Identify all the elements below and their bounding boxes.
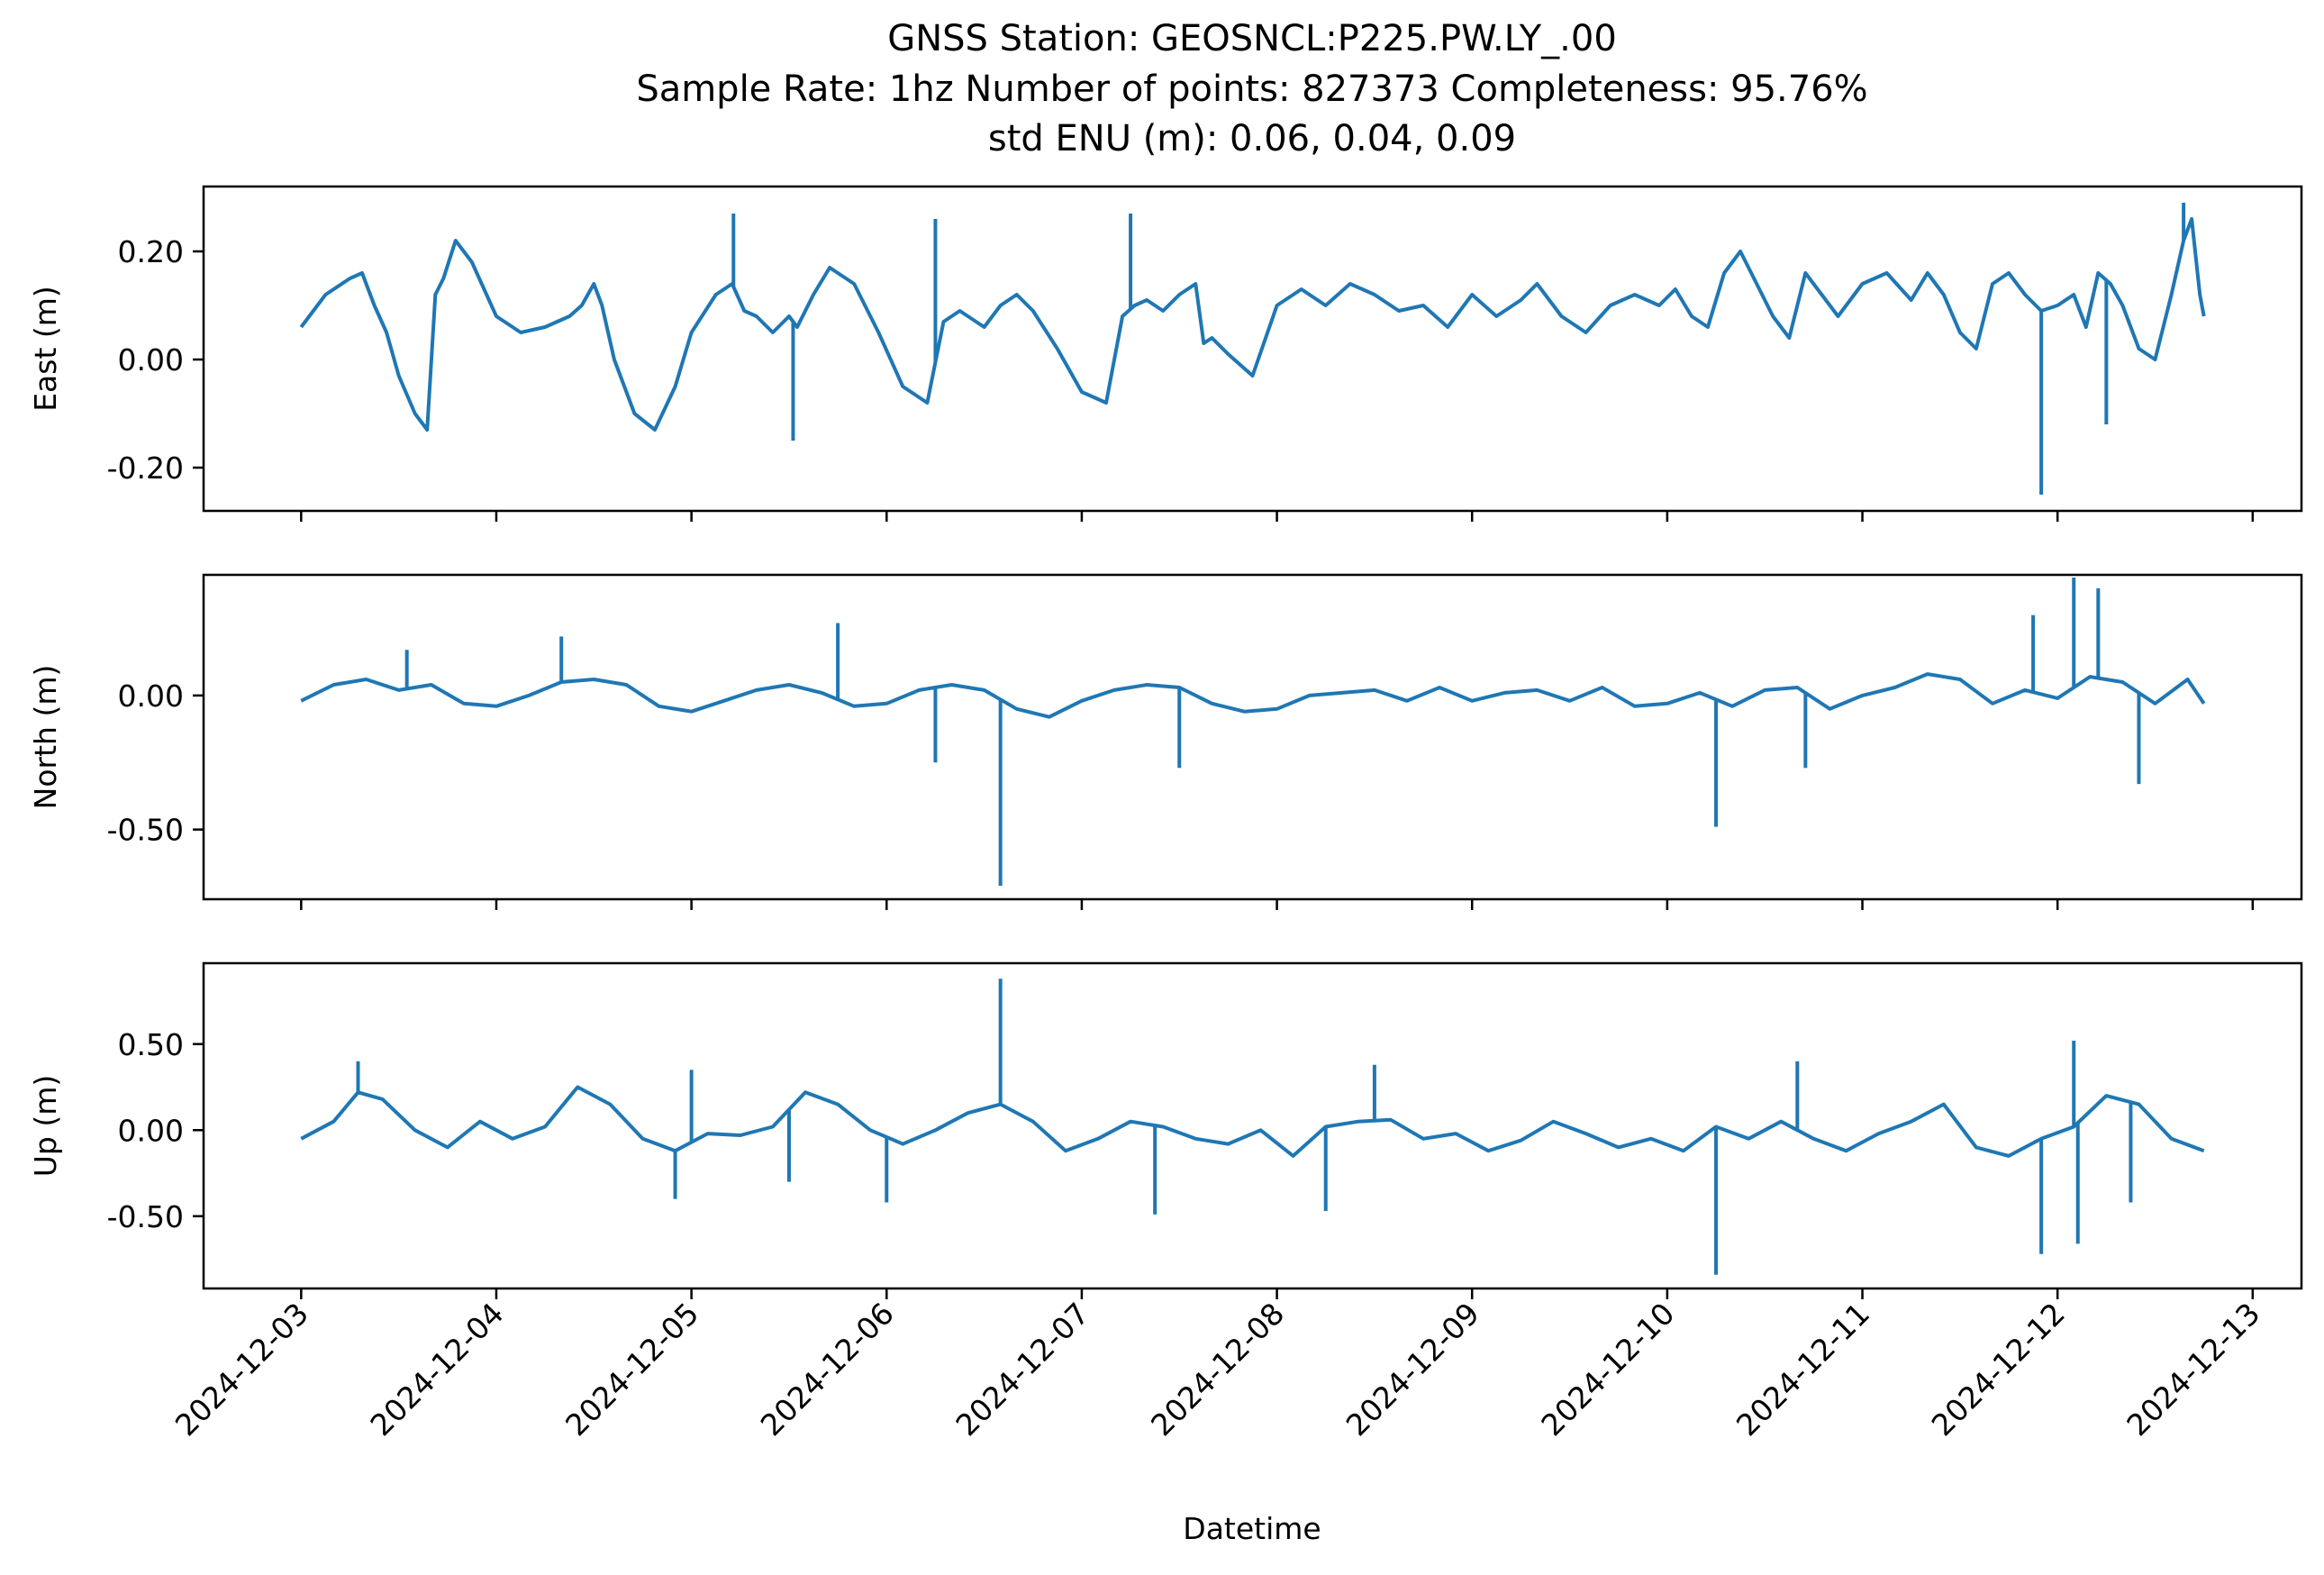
north-series-line bbox=[300, 672, 2206, 719]
east-ytick-label-2: 0.20 bbox=[118, 234, 184, 269]
up-ytick-label-0: -0.50 bbox=[107, 1199, 184, 1234]
north-ylabel: North (m) bbox=[28, 665, 63, 810]
up-axes-frame bbox=[202, 961, 2303, 1290]
up-ylabel: Up (m) bbox=[28, 1075, 63, 1178]
east-panel: -0.20 0.00 0.20 East (m) bbox=[28, 185, 2303, 522]
east-ytick-label-0: -0.20 bbox=[107, 451, 184, 486]
north-ytick-label-0: -0.50 bbox=[107, 813, 184, 848]
x-axis-label: Datetime bbox=[1183, 1511, 1321, 1546]
east-ytick-label-1: 0.00 bbox=[118, 342, 184, 378]
up-ytick-label-1: 0.00 bbox=[118, 1113, 184, 1148]
chart-title-line-3: std ENU (m): 0.06, 0.04, 0.09 bbox=[988, 118, 1516, 159]
north-panel: -0.50 0.00 North (m) bbox=[28, 573, 2303, 910]
east-ylabel: East (m) bbox=[28, 286, 63, 412]
chart-title-line-2: Sample Rate: 1hz Number of points: 82737… bbox=[636, 68, 1867, 110]
north-ytick-label-1: 0.00 bbox=[118, 678, 184, 714]
chart-title-line-1: GNSS Station: GEOSNCL:P225.PW.LY_.00 bbox=[887, 18, 1617, 59]
up-ytick-label-2: 0.50 bbox=[118, 1027, 184, 1062]
north-axes-frame bbox=[202, 573, 2303, 901]
east-series-line bbox=[299, 217, 2206, 432]
up-series-line bbox=[300, 1085, 2205, 1158]
east-axes-frame bbox=[202, 185, 2303, 513]
